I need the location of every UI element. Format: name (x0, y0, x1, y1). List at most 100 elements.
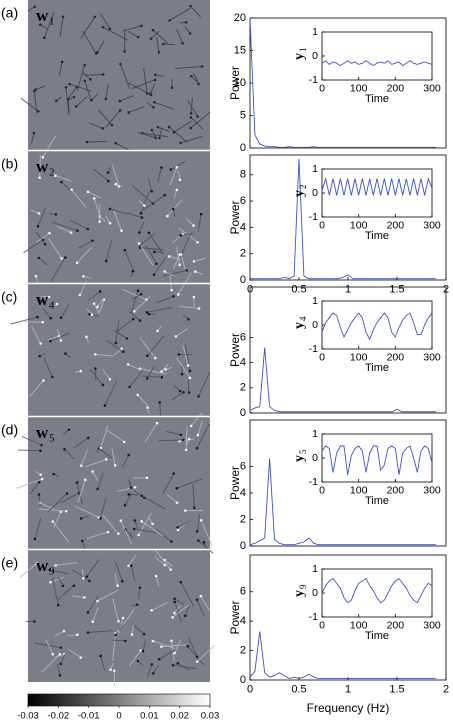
x-tick-label: 0 (319, 620, 325, 632)
image-texture (134, 520, 138, 529)
image-texture (147, 312, 151, 316)
inset-x-label: Time (365, 230, 389, 242)
image-texture (155, 421, 159, 425)
inset-y-label: y2 (292, 185, 308, 198)
image-texture (57, 664, 61, 676)
data-line (321, 312, 433, 341)
image-texture (74, 105, 78, 108)
image-texture (80, 16, 96, 39)
image-texture (113, 210, 122, 231)
image-texture (108, 377, 112, 381)
image-texture (91, 93, 98, 101)
image-texture (114, 633, 117, 637)
image-texture (108, 27, 112, 31)
image-texture (145, 245, 157, 265)
image-texture (189, 111, 193, 115)
image-texture (81, 71, 91, 80)
x-tick-label: 300 (423, 83, 441, 95)
image-texture (164, 559, 173, 567)
image-texture (190, 74, 193, 78)
image-texture (133, 624, 145, 635)
image-texture (16, 478, 43, 489)
image-texture (54, 564, 57, 567)
image-texture (94, 367, 97, 370)
image-texture (126, 363, 130, 366)
image-texture (104, 380, 117, 406)
image-texture (51, 375, 54, 379)
y-tick-label: 0 (240, 540, 246, 552)
image-texture (176, 528, 180, 532)
image-texture (145, 311, 149, 314)
image-texture (65, 492, 69, 495)
image-texture (173, 600, 177, 604)
image-texture (34, 88, 37, 91)
image-texture (10, 316, 38, 325)
image-texture (112, 639, 126, 642)
image-texture (99, 654, 103, 658)
inset-y-label-main: y (292, 322, 307, 329)
image-texture (48, 238, 63, 259)
image-texture (82, 30, 97, 54)
panel-label: (c) (1, 289, 17, 305)
image-texture (117, 318, 134, 332)
image-texture (90, 98, 93, 102)
image-texture (31, 325, 42, 344)
image-texture (109, 668, 112, 671)
y-tick-label: 2 (240, 382, 246, 394)
image-texture (175, 165, 179, 169)
image-texture (160, 166, 163, 169)
image-texture (38, 508, 67, 512)
image-texture (145, 92, 149, 95)
image-texture (195, 446, 199, 450)
image-texture (190, 111, 211, 129)
image-texture (170, 160, 186, 170)
image-texture (175, 486, 179, 490)
colorbar-tick-label: -0.02 (48, 711, 70, 722)
image-texture (98, 220, 101, 223)
x-tick-label: 200 (387, 620, 405, 632)
image-texture (113, 464, 117, 467)
image-texture (68, 82, 71, 86)
y-tick-label: 1 (312, 163, 318, 175)
image-texture (58, 61, 63, 76)
image-texture (39, 449, 42, 453)
inset-y-label-main: y (292, 590, 307, 597)
image-texture (59, 316, 63, 320)
image-texture (187, 100, 199, 117)
y-tick-label: 10 (234, 77, 246, 89)
image-texture (118, 109, 122, 112)
image-texture (86, 140, 107, 143)
image-texture (197, 395, 200, 398)
image-texture (51, 221, 78, 232)
image-texture (39, 155, 41, 178)
image-texture (157, 50, 161, 54)
image-texture (59, 646, 63, 649)
image-texture (81, 539, 84, 543)
image-texture (61, 181, 72, 192)
image-texture (149, 83, 156, 94)
image-texture (72, 584, 76, 587)
image-texture (36, 315, 39, 319)
image-texture (81, 569, 84, 579)
image-texture (196, 241, 199, 244)
image-texture (119, 62, 122, 66)
image-texture (111, 164, 120, 187)
image-texture (74, 437, 89, 449)
image-texture (127, 564, 130, 568)
image-texture (174, 639, 181, 654)
axes-box (321, 300, 433, 350)
image-texture (167, 255, 171, 258)
image-label-sub: 1 (49, 16, 55, 28)
image-texture (99, 517, 102, 520)
axes-box (321, 31, 433, 81)
image-label: w (36, 157, 49, 176)
image-texture (156, 37, 160, 53)
image-texture (137, 394, 149, 408)
axes-box (249, 154, 447, 281)
image-texture (56, 225, 72, 234)
image-texture (54, 213, 58, 216)
x-tick-label: 0.5 (291, 283, 306, 295)
image-texture (35, 231, 46, 245)
image-texture (186, 644, 190, 648)
image-texture (87, 595, 99, 613)
